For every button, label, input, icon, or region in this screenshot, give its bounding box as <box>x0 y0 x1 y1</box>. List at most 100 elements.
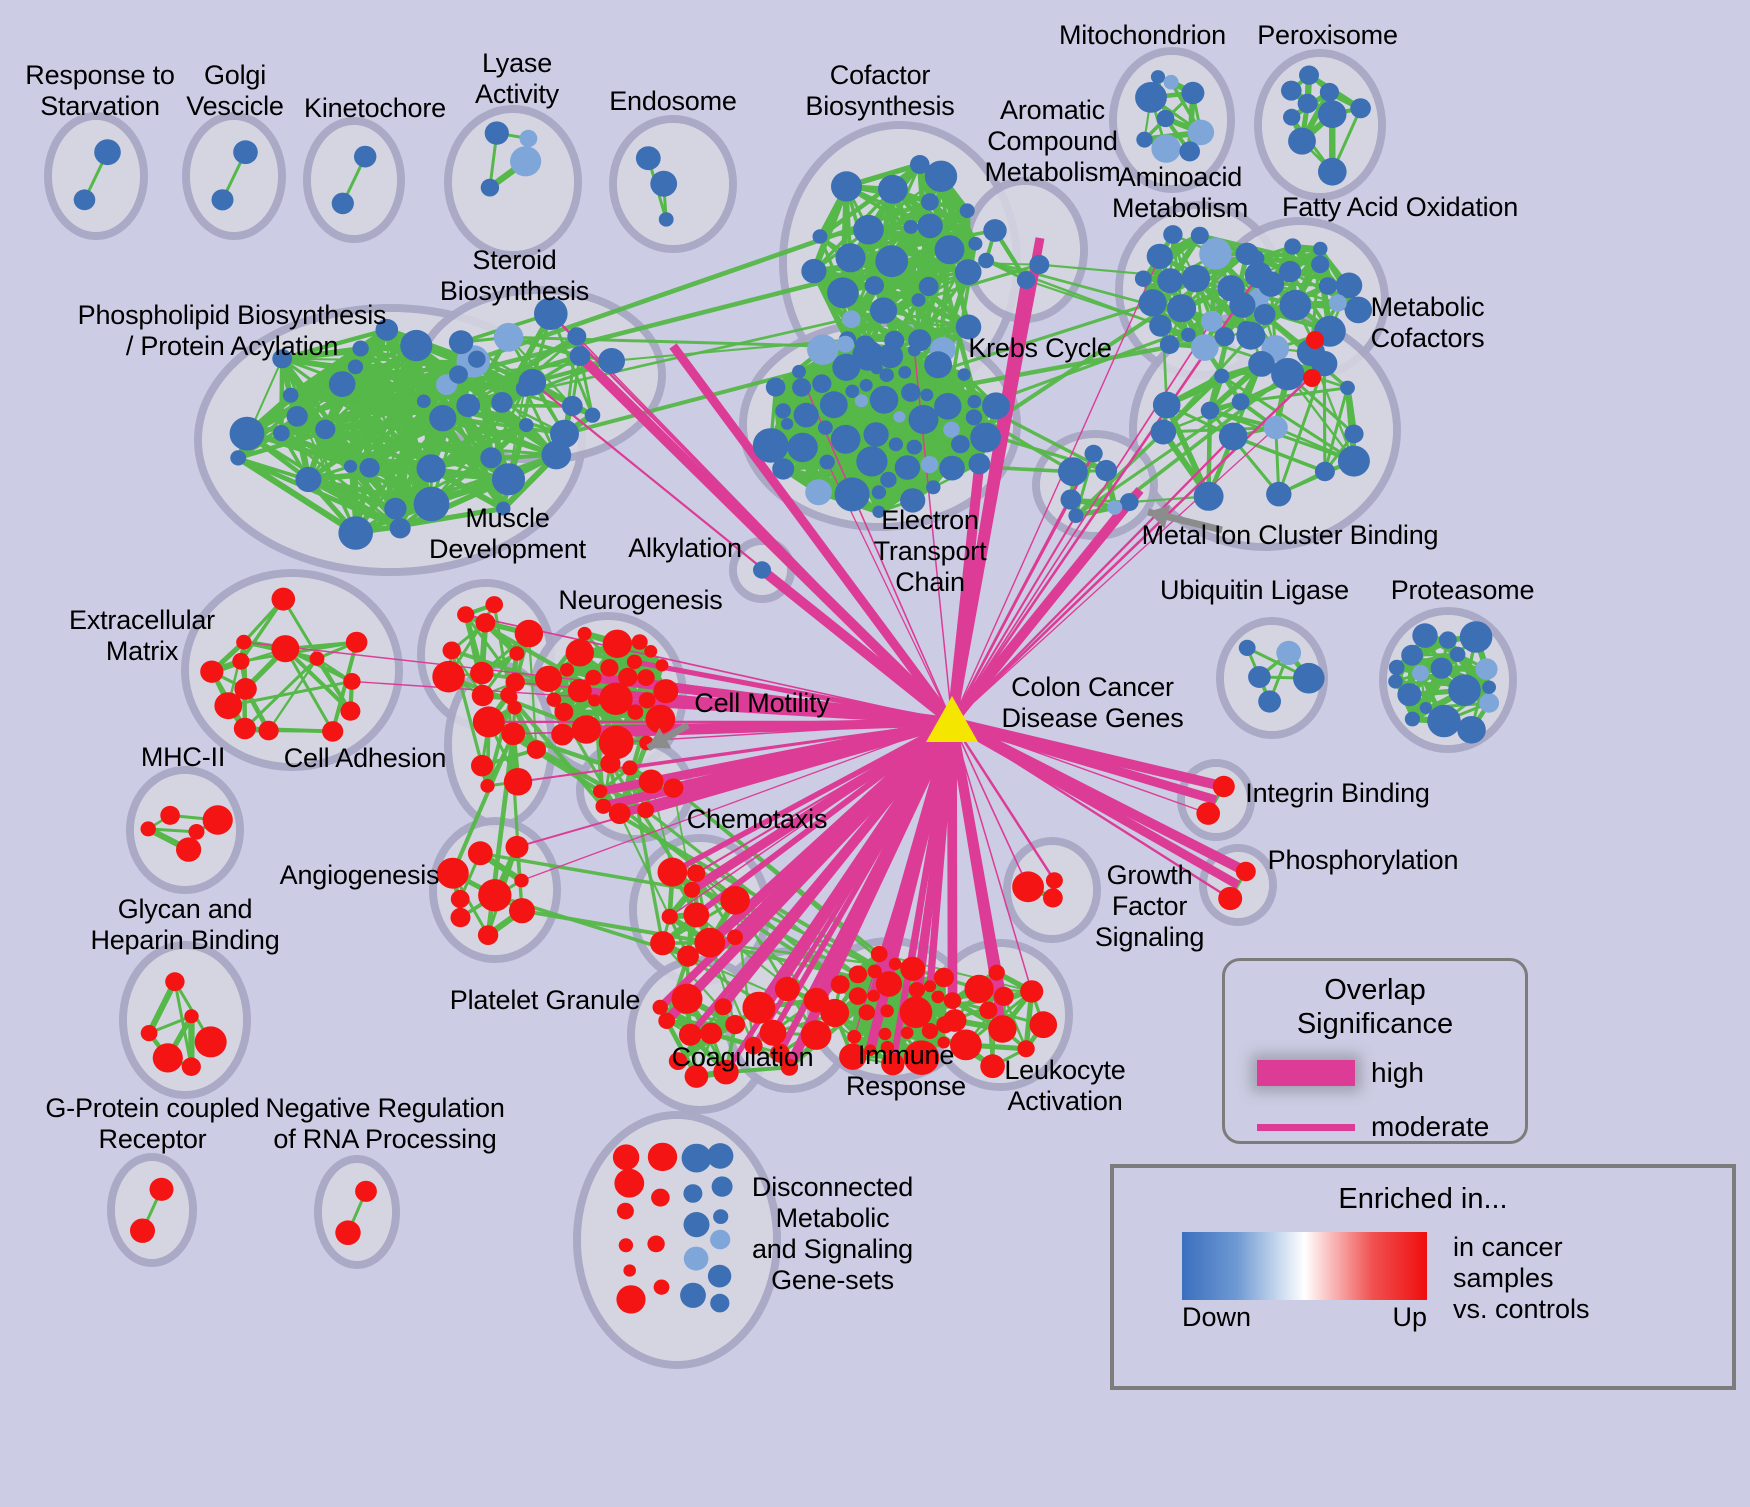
gene-set-node[interactable] <box>514 619 544 648</box>
gene-set-node[interactable] <box>359 458 380 478</box>
gene-set-node[interactable] <box>234 678 257 700</box>
gene-set-node[interactable] <box>211 189 234 211</box>
gene-set-node[interactable] <box>714 998 732 1016</box>
gene-set-node[interactable] <box>658 1012 676 1029</box>
gene-set-node[interactable] <box>478 879 512 912</box>
gene-set-node[interactable] <box>875 245 909 278</box>
gene-set-node[interactable] <box>917 213 943 239</box>
gene-set-node[interactable] <box>345 631 368 653</box>
gene-set-node[interactable] <box>1448 674 1481 706</box>
gene-set-node[interactable] <box>787 432 818 463</box>
gene-set-node[interactable] <box>1231 393 1250 411</box>
gene-set-node[interactable] <box>1167 294 1197 323</box>
gene-set-node[interactable] <box>1459 621 1493 653</box>
gene-set-node[interactable] <box>416 454 446 483</box>
gene-set-node[interactable] <box>1150 419 1177 445</box>
gene-set-node[interactable] <box>765 377 786 397</box>
gene-set-node[interactable] <box>1212 775 1235 798</box>
gene-set-node[interactable] <box>1218 886 1243 911</box>
gene-set-node[interactable] <box>618 1238 634 1253</box>
gene-set-node[interactable] <box>775 403 791 419</box>
gene-set-node[interactable] <box>848 965 868 984</box>
gene-set-node[interactable] <box>800 1020 832 1050</box>
gene-set-node[interactable] <box>1159 335 1180 354</box>
gene-set-node[interactable] <box>820 998 850 1027</box>
gene-set-node[interactable] <box>657 857 688 887</box>
gene-set-node[interactable] <box>1068 508 1084 523</box>
gene-set-node[interactable] <box>839 1043 867 1070</box>
gene-set-node[interactable] <box>831 171 862 202</box>
gene-set-node[interactable] <box>668 1052 688 1070</box>
gene-set-node[interactable] <box>908 344 921 357</box>
gene-set-node[interactable] <box>680 1282 706 1308</box>
gene-set-node[interactable] <box>894 455 921 480</box>
gene-set-node[interactable] <box>900 488 926 513</box>
gene-set-node[interactable] <box>744 1036 763 1055</box>
gene-set-node[interactable] <box>480 178 500 197</box>
gene-set-node[interactable] <box>1281 80 1302 101</box>
gene-set-node[interactable] <box>903 1040 940 1075</box>
gene-set-node[interactable] <box>918 276 939 297</box>
gene-set-node[interactable] <box>468 350 486 368</box>
gene-set-node[interactable] <box>1016 271 1036 290</box>
gene-set-node[interactable] <box>651 1188 670 1207</box>
gene-set-node[interactable] <box>338 516 374 550</box>
gene-set-node[interactable] <box>1187 119 1215 146</box>
gene-set-node[interactable] <box>1029 254 1050 275</box>
gene-set-node[interactable] <box>859 379 873 392</box>
gene-set-node[interactable] <box>924 351 952 379</box>
gene-set-node[interactable] <box>818 420 833 435</box>
gene-set-node[interactable] <box>73 189 96 211</box>
gene-set-node[interactable] <box>1404 711 1420 727</box>
gene-set-node[interactable] <box>600 659 619 677</box>
gene-set-node[interactable] <box>1340 380 1355 395</box>
gene-set-node[interactable] <box>911 293 926 307</box>
gene-set-node[interactable] <box>898 366 912 379</box>
gene-set-node[interactable] <box>1191 334 1219 361</box>
gene-set-node[interactable] <box>1388 659 1405 676</box>
gene-set-node[interactable] <box>1297 93 1318 114</box>
gene-set-node[interactable] <box>830 424 861 454</box>
gene-set-node[interactable] <box>493 322 524 352</box>
gene-set-node[interactable] <box>614 1168 645 1198</box>
gene-set-node[interactable] <box>585 669 602 686</box>
gene-set-node[interactable] <box>921 193 939 211</box>
gene-set-node[interactable] <box>1149 314 1172 337</box>
gene-set-node[interactable] <box>188 824 205 840</box>
gene-set-node[interactable] <box>832 353 861 381</box>
gene-set-node[interactable] <box>160 805 180 825</box>
gene-set-node[interactable] <box>202 805 233 835</box>
gene-set-node[interactable] <box>713 1209 729 1224</box>
gene-set-node[interactable] <box>635 146 661 171</box>
gene-set-node[interactable] <box>933 967 955 988</box>
gene-set-node[interactable] <box>753 561 771 579</box>
gene-set-node[interactable] <box>343 673 361 690</box>
gene-set-node[interactable] <box>900 956 926 981</box>
gene-set-node[interactable] <box>471 754 494 777</box>
gene-set-node[interactable] <box>870 362 883 375</box>
gene-set-node[interactable] <box>1107 500 1123 515</box>
gene-set-node[interactable] <box>416 394 431 408</box>
gene-set-node[interactable] <box>1163 225 1183 244</box>
gene-set-node[interactable] <box>1181 264 1211 293</box>
gene-set-node[interactable] <box>286 406 308 427</box>
gene-set-node[interactable] <box>982 392 1010 420</box>
gene-set-node[interactable] <box>687 864 706 883</box>
gene-set-node[interactable] <box>683 1212 710 1238</box>
gene-set-node[interactable] <box>214 692 243 720</box>
gene-set-node[interactable] <box>1200 310 1223 332</box>
gene-set-node[interactable] <box>819 454 835 470</box>
gene-set-node[interactable] <box>854 335 876 356</box>
gene-set-node[interactable] <box>968 453 991 475</box>
gene-set-node[interactable] <box>647 1142 678 1172</box>
gene-set-node[interactable] <box>1344 296 1373 324</box>
gene-set-node[interactable] <box>1397 683 1422 707</box>
gene-set-node[interactable] <box>847 1029 862 1044</box>
gene-set-node[interactable] <box>1401 644 1423 666</box>
gene-set-node[interactable] <box>830 975 850 994</box>
gene-set-node[interactable] <box>1012 871 1044 903</box>
gene-set-node[interactable] <box>836 335 855 353</box>
gene-set-node[interactable] <box>923 980 937 993</box>
gene-set-node[interactable] <box>727 929 743 946</box>
gene-set-node[interactable] <box>450 889 470 909</box>
